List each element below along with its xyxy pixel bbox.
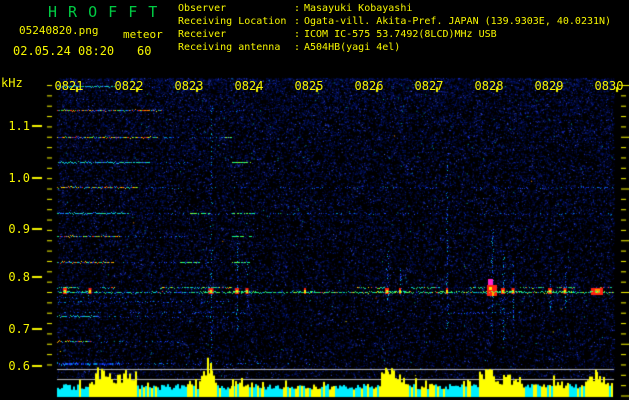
filename-label: 05240820.png	[19, 24, 99, 37]
time-label-0823: 0823	[174, 79, 204, 93]
freq-label-0.7: 0.7	[8, 322, 30, 336]
time-label-0822: 0822	[114, 79, 144, 93]
info-label: Receiving antenna	[178, 42, 281, 53]
time-label-0830: 0830	[594, 79, 624, 93]
info-label: Receiver	[178, 29, 227, 40]
time-label-0827: 0827	[414, 79, 444, 93]
info-value: A504HB(yagi 4el)	[304, 42, 401, 53]
app-title: H R O F F T	[48, 3, 159, 21]
freq-label-1.0: 1.0	[8, 171, 30, 185]
info-value: Ogata-vill. Akita-Pref. JAPAN (139.9303E…	[304, 16, 612, 27]
khz-axis-label: kHz	[1, 76, 23, 90]
info-row-receiver: Receiver: ICOM IC-575 53.7492(8LCD)MHz US…	[178, 28, 611, 41]
time-label-0828: 0828	[474, 79, 504, 93]
info-label: Observer	[178, 3, 227, 14]
time-label-0824: 0824	[234, 79, 264, 93]
info-row-antenna: Receiving antenna: A504HB(yagi 4el)	[178, 41, 611, 54]
info-label: Receiving Location	[178, 16, 287, 27]
time-label-0821: 0821	[54, 79, 84, 93]
info-separator: :	[294, 42, 301, 53]
duration-label: 60	[137, 44, 152, 58]
info-value: ICOM IC-575 53.7492(8LCD)MHz USB	[304, 29, 497, 40]
info-separator: :	[294, 16, 301, 27]
mode-label: meteor	[123, 28, 163, 41]
time-label-0825: 0825	[294, 79, 324, 93]
info-separator: :	[294, 3, 301, 14]
station-info-block: Observer: Masayuki Kobayashi Receiving Lo…	[178, 2, 611, 54]
freq-label-0.9: 0.9	[8, 222, 30, 236]
time-label-0826: 0826	[354, 79, 384, 93]
time-label-0829: 0829	[534, 79, 564, 93]
info-value: Masayuki Kobayashi	[304, 3, 413, 14]
datetime-label: 02.05.24 08:20	[13, 44, 115, 58]
info-row-location: Receiving Location: Ogata-vill. Akita-Pre…	[178, 15, 611, 28]
info-row-observer: Observer: Masayuki Kobayashi	[178, 2, 611, 15]
info-separator: :	[294, 29, 301, 40]
freq-label-1.1: 1.1	[8, 119, 30, 133]
freq-label-0.6: 0.6	[8, 359, 30, 373]
freq-label-0.8: 0.8	[8, 270, 30, 284]
